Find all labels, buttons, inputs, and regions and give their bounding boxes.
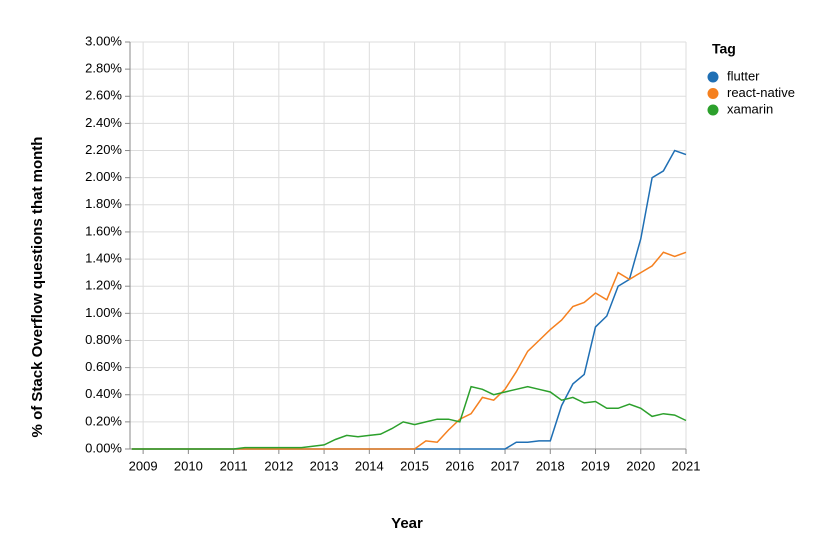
y-tick-label: 1.00%	[85, 305, 122, 320]
legend-swatch	[707, 104, 719, 116]
y-tick-label: 2.40%	[85, 115, 122, 130]
x-tick-label: 2010	[174, 458, 203, 473]
y-tick-label: 1.40%	[85, 251, 122, 266]
x-tick-label: 2009	[129, 458, 158, 473]
y-tick-label: 2.20%	[85, 142, 122, 157]
legend-swatch	[707, 71, 719, 83]
y-tick-label: 0.20%	[85, 413, 122, 428]
x-tick-label: 2017	[491, 458, 520, 473]
x-tick-label: 2012	[264, 458, 293, 473]
y-tick-label: 0.80%	[85, 332, 122, 347]
legend-label: flutter	[727, 68, 760, 83]
series-line	[131, 149, 687, 450]
y-tick-label: 2.80%	[85, 61, 122, 76]
y-tick-label: 3.00%	[85, 33, 122, 48]
x-tick-label: 2018	[536, 458, 565, 473]
series-line	[131, 385, 687, 450]
x-tick-label: 2019	[581, 458, 610, 473]
x-axis-title: Year	[391, 515, 423, 532]
legend-label: xamarin	[727, 101, 773, 116]
y-axis-title: % of Stack Overflow questions that month	[29, 137, 46, 438]
x-tick-label: 2015	[400, 458, 429, 473]
y-tick-label: 0.60%	[85, 359, 122, 374]
x-tick-label: 2021	[672, 458, 701, 473]
legend-title: Tag	[712, 41, 736, 57]
y-tick-label: 1.80%	[85, 196, 122, 211]
y-tick-label: 1.20%	[85, 278, 122, 293]
x-tick-label: 2020	[626, 458, 655, 473]
legend-swatch	[707, 88, 719, 99]
x-tick-label: 2011	[220, 458, 248, 473]
y-tick-label: 2.60%	[85, 88, 122, 103]
x-tick-label: 2016	[445, 458, 474, 473]
y-tick-label: 1.60%	[85, 223, 122, 238]
x-tick-label: 2013	[310, 458, 339, 473]
y-tick-label: 2.00%	[85, 169, 122, 184]
x-tick-label: 2014	[355, 458, 384, 473]
y-tick-label: 0.00%	[85, 440, 122, 455]
series-line	[131, 251, 687, 450]
legend-label: react-native	[727, 85, 795, 100]
y-tick-label: 0.40%	[85, 386, 122, 401]
